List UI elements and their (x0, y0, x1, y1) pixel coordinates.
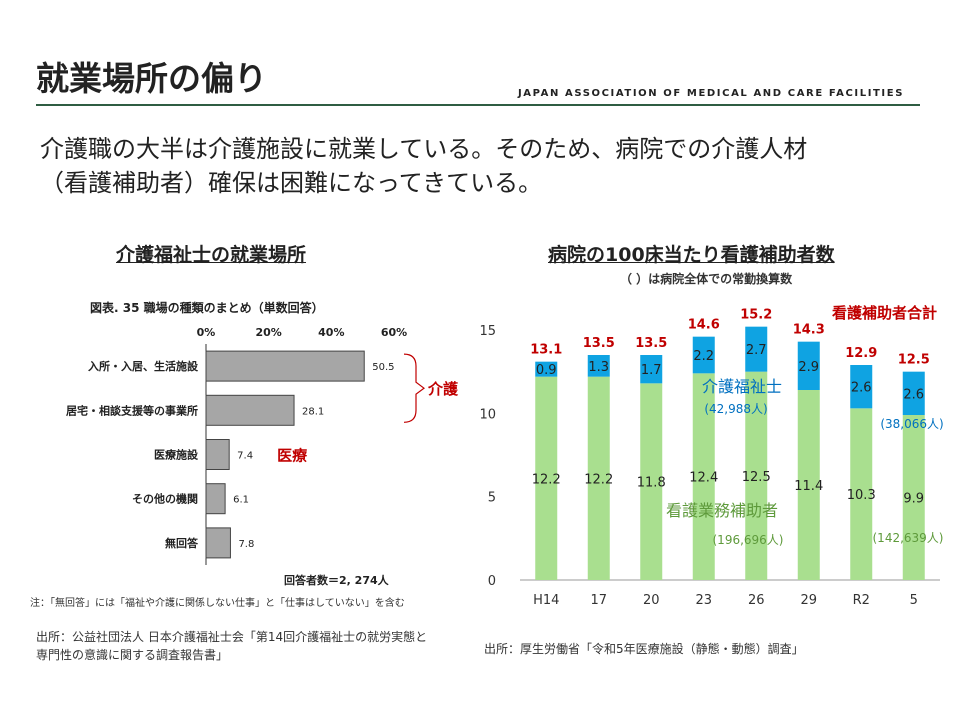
value-label: 28.1 (302, 406, 324, 417)
segment-value-label: 11.4 (794, 479, 823, 494)
right-source: 出所：厚生労働省「令和5年医療施設（静態・動態）調査」 (484, 642, 804, 656)
right-chart-note: （ ）は病院全体での常勤換算数 (620, 272, 793, 286)
bar-kaigo-segment (587, 355, 610, 377)
bar (205, 350, 365, 382)
left-chart: 図表. 35 職場の種類のまとめ（単数回答） 0% 20% 40% 60% 入所・入居、生… (30, 300, 459, 609)
annotation-kaigo-count-r5: (38,066人) (880, 417, 943, 431)
x-tick-label: 29 (800, 593, 817, 608)
segment-value-label: 2.7 (746, 343, 767, 358)
bar-helper-segment (587, 376, 610, 580)
left-source-line-1: 出所：公益社団法人 日本介護福祉士会「第14回介護福祉士の就労実態と (36, 630, 428, 644)
y-tick-label: 15 (479, 324, 496, 339)
total-label: 15.2 (740, 308, 772, 323)
segment-value-label: 12.2 (532, 472, 561, 487)
left-source-line-2: 専門性の意識に関する調査報告書」 (36, 648, 229, 662)
bar-kaigo-segment (797, 341, 820, 390)
bar-kaigo-segment (745, 326, 768, 372)
category-label: 医療施設 (154, 448, 199, 462)
segment-value-label: 1.7 (641, 363, 662, 378)
annotation-iryo: 医療 (277, 447, 308, 465)
bar (205, 394, 295, 426)
lead-text: 介護職の大半は介護施設に就業している。そのため、病院での介護人材 （看護補助者）… (40, 132, 940, 200)
x-tick-label: 23 (695, 593, 712, 608)
bar-kaigo-segment (902, 371, 925, 415)
y-tick-label: 10 (479, 407, 496, 422)
segment-value-label: 2.6 (851, 381, 872, 396)
segment-value-label: 2.2 (693, 349, 714, 364)
segment-value-label: 2.6 (903, 387, 924, 402)
x-tick-label: 0% (197, 326, 216, 339)
left-source: 出所：公益社団法人 日本介護福祉士会「第14回介護福祉士の就労実態と 専門性の意… (36, 628, 427, 664)
segment-value-label: 1.3 (588, 360, 609, 375)
x-tick-label: 60% (381, 326, 407, 339)
segment-value-label: 10.3 (847, 488, 876, 503)
organization-name: JAPAN ASSOCIATION OF MEDICAL AND CARE FA… (517, 88, 904, 99)
x-tick-label: 40% (318, 326, 344, 339)
segment-value-label: 9.9 (903, 492, 924, 507)
lead-line-2: （看護補助者）確保は困難になってきている。 (40, 169, 543, 197)
bar-kaigo-segment (640, 355, 663, 384)
respondents-count: 回答者数＝2, 274人 (284, 573, 390, 587)
category-label: その他の機関 (132, 492, 198, 506)
x-tick-label: 5 (910, 593, 918, 608)
total-label: 14.3 (793, 323, 825, 338)
bar-kaigo-segment (535, 361, 558, 377)
x-tick-label: R2 (853, 593, 870, 608)
annotation-kaigo-fukushishi: 介護福祉士 (702, 377, 782, 396)
segment-value-label: 12.4 (689, 471, 718, 486)
segment-value-label: 11.8 (637, 476, 666, 491)
bar (205, 527, 231, 559)
bar-helper-segment (797, 390, 820, 580)
total-label: 13.1 (530, 343, 562, 358)
segment-value-label: 2.9 (798, 360, 819, 375)
y-tick-label: 5 (488, 491, 496, 506)
bar-helper-segment (535, 376, 558, 580)
segment-value-label: 12.2 (584, 472, 613, 487)
left-chart-subtitle: 介護福祉士の就業場所 (116, 244, 307, 266)
lead-line-1: 介護職の大半は介護施設に就業している。そのため、病院での介護人材 (40, 135, 808, 163)
bar-helper-segment (850, 408, 873, 580)
x-tick-label: H14 (533, 593, 559, 608)
segment-value-label: 12.5 (742, 470, 771, 485)
bracket-kaigo (403, 353, 425, 423)
value-label: 7.4 (237, 451, 253, 462)
annotation-helper: 看護業務補助者 (666, 501, 778, 520)
total-label: 12.5 (898, 353, 930, 368)
segment-value-label: 0.9 (536, 363, 557, 378)
total-label: 13.5 (635, 336, 667, 351)
bar (205, 483, 226, 515)
category-label: 居宅・相談支援等の事業所 (66, 403, 198, 417)
right-chart: 0 5 10 15 H14 12.2 0.9 13.1 17 12.2 1.3 13.5 20 11.8 1… (479, 304, 944, 608)
totals-legend-label: 看護補助者合計 (832, 304, 937, 322)
bar-kaigo-segment (850, 365, 873, 409)
category-label: 無回答 (165, 536, 199, 550)
bar-helper-segment (745, 371, 768, 580)
bar-helper-segment (692, 373, 715, 580)
bar-helper-segment (902, 415, 925, 580)
left-chart-title: 図表. 35 職場の種類のまとめ（単数回答） (90, 300, 324, 315)
category-label: 入所・入居、生活施設 (88, 359, 199, 373)
x-tick-label: 17 (590, 593, 607, 608)
bar (205, 439, 230, 470)
annotation-kaigo: 介護 (427, 380, 459, 398)
total-label: 14.6 (688, 318, 720, 333)
y-tick-label: 0 (488, 574, 496, 589)
title-divider (36, 104, 920, 106)
total-label: 12.9 (845, 346, 877, 361)
x-tick-label: 20% (255, 326, 281, 339)
bar-kaigo-segment (692, 336, 715, 374)
footnote: 注：「無回答」には「福祉や介護に関係しない仕事」と「仕事はしていない」を含む (30, 596, 405, 609)
page-title: 就業場所の偏り (36, 59, 267, 98)
annotation-kaigo-count-h26: (42,988人) (704, 402, 767, 416)
bar-helper-segment (640, 383, 663, 580)
value-label: 7.8 (238, 539, 254, 550)
total-label: 13.5 (583, 336, 615, 351)
value-label: 50.5 (372, 362, 394, 373)
annotation-helper-count-h26: (196,696人) (713, 533, 784, 547)
value-label: 6.1 (233, 495, 249, 506)
right-chart-subtitle: 病院の100床当たり看護補助者数 (548, 244, 835, 266)
x-tick-label: 20 (643, 593, 660, 608)
x-tick-label: 26 (748, 593, 765, 608)
annotation-helper-count-r5: (142,639人) (873, 531, 944, 545)
